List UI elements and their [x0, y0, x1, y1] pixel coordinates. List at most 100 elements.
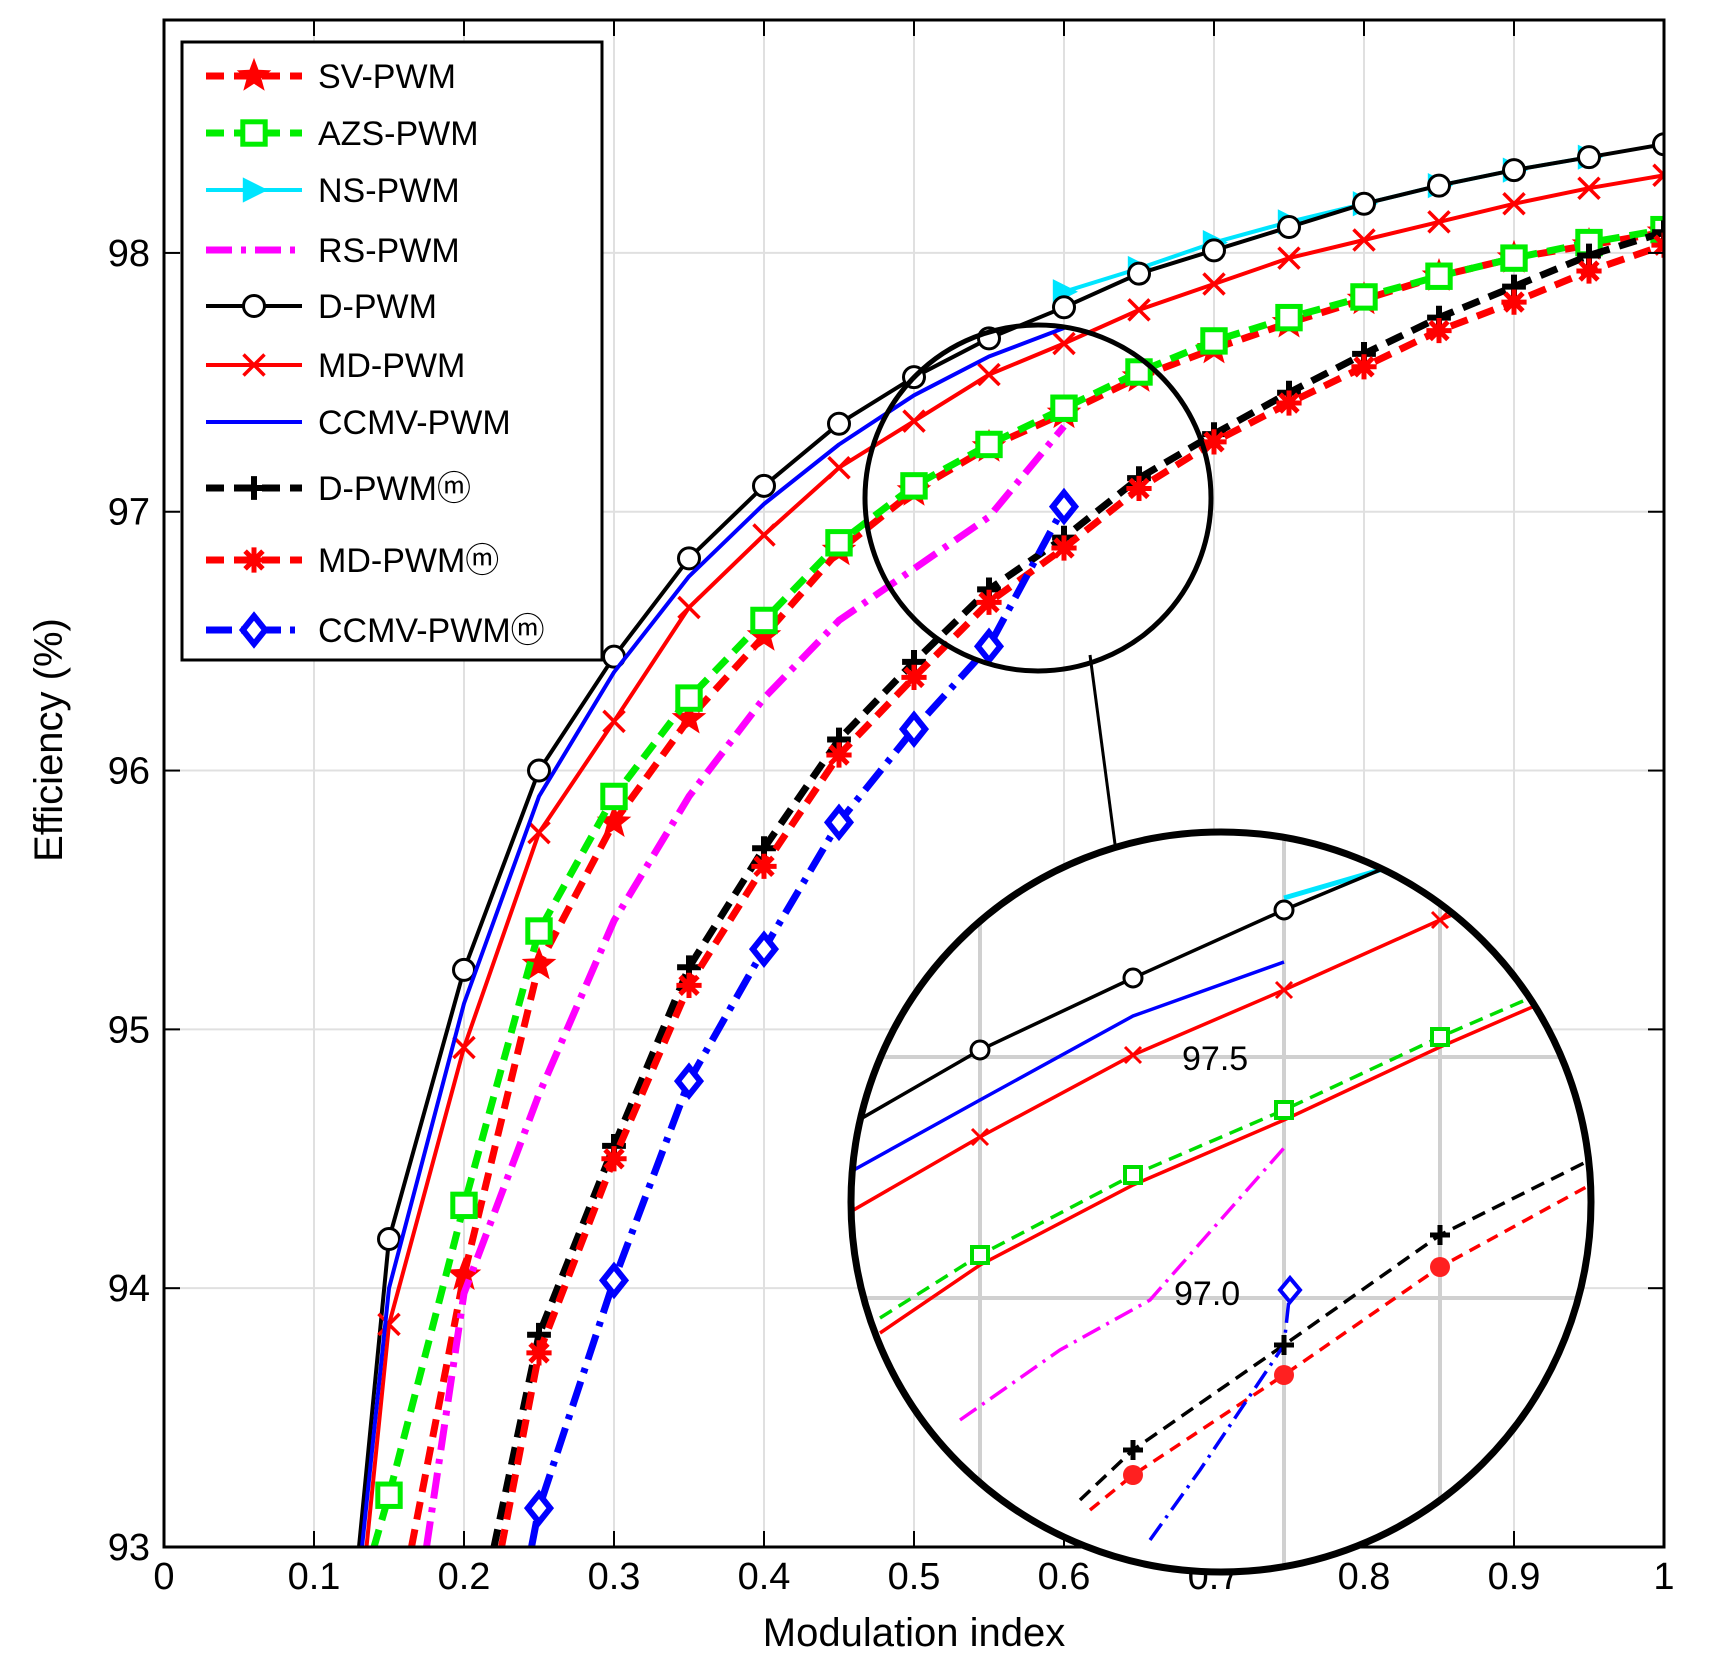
x-tick-label: 0.9 — [1488, 1556, 1541, 1598]
marker-azs-pwm — [1500, 244, 1528, 272]
marker-md-pwm — [676, 972, 702, 998]
marker-azs-pwm — [525, 917, 553, 945]
marker-d-pwm — [1277, 215, 1301, 240]
series-line-rs-pwm — [423, 424, 1067, 1547]
legend-label: RS-PWM — [318, 232, 460, 270]
marker-md-pwm — [1276, 390, 1302, 416]
x-tick-label: 0.4 — [738, 1556, 791, 1598]
legend-label: MD-PWMⓜ — [318, 542, 499, 580]
marker-ccmv-pwm — [748, 930, 780, 968]
legend-item-d-pwm: D-PWM — [206, 288, 437, 326]
legend-label: CCMV-PWMⓜ — [318, 612, 545, 650]
y-tick-label: 96 — [108, 751, 150, 793]
marker-md-pwm — [1351, 354, 1377, 380]
inset-marker-circle — [1273, 899, 1295, 921]
legend-item-ccmv-pwm: CCMV-PWMⓜ — [206, 611, 545, 650]
marker-ccmv-pwm — [598, 1261, 630, 1300]
marker-md-pwm — [1577, 176, 1601, 200]
inset-label-97-5: 97.5 — [1182, 1040, 1248, 1078]
inset-marker-asterisk — [1430, 1257, 1450, 1277]
marker-azs-pwm — [1200, 327, 1228, 355]
marker-md-pwm — [752, 523, 776, 547]
marker-md-pwm — [1051, 535, 1077, 561]
y-tick-label: 97 — [108, 492, 150, 534]
marker-azs-pwm — [675, 684, 703, 712]
inset-markers — [969, 899, 1450, 1485]
legend-label: D-PWM — [318, 288, 437, 326]
legend-label: SV-PWM — [318, 58, 456, 96]
inset-background — [851, 832, 1591, 1572]
marker-azs-pwm — [240, 119, 268, 147]
marker-ns-pwm — [242, 177, 268, 203]
legend-item-md-pwm: MD-PWM — [206, 347, 465, 385]
legend-label: D-PWMⓜ — [318, 470, 471, 508]
marker-md-pwm — [1502, 192, 1526, 216]
series-line-sv-pwm — [408, 228, 1664, 1547]
marker-d-pwm — [1652, 132, 1664, 157]
inset-marker-x — [970, 910, 1450, 1147]
marker-md-pwm — [976, 589, 1002, 615]
legend-item-ns-pwm: NS-PWM — [206, 172, 460, 210]
legend-label: MD-PWM — [318, 347, 465, 385]
marker-azs-pwm — [900, 472, 928, 500]
marker-d-pwm — [1052, 295, 1076, 320]
y-axis-label: Efficiency (%) — [27, 618, 71, 862]
marker-azs-pwm — [450, 1191, 478, 1220]
y-tick-label: 98 — [108, 233, 150, 275]
marker-azs-pwm — [1350, 283, 1378, 311]
marker-sv-pwm — [671, 700, 707, 734]
legend-item-ccmv-pwm: CCMV-PWM — [206, 404, 511, 442]
legend-label: NS-PWM — [318, 172, 460, 210]
marker-azs-pwm — [1275, 303, 1303, 332]
inset-border — [847, 828, 1595, 1576]
marker-azs-pwm — [1125, 358, 1153, 386]
inset-ns-pwm-line — [1283, 867, 1381, 901]
marker-sv-pwm — [596, 804, 632, 837]
marker-ccmv-pwm — [238, 611, 270, 649]
inset-ccmv-pwm-line — [851, 960, 1285, 1174]
marker-azs-pwm — [825, 529, 853, 557]
marker-md-pwm — [1501, 289, 1527, 315]
zoom-source-circle — [862, 322, 1214, 674]
marker-md-pwm — [977, 362, 1001, 387]
inset-marker-square — [1430, 1027, 1450, 1047]
marker-azs-pwm — [1050, 394, 1078, 422]
marker-ccmv-pwm — [1048, 487, 1080, 526]
y-tick-label: 94 — [108, 1268, 150, 1310]
marker-md-pwm — [452, 1035, 476, 1060]
inset-md-pwm-m-line — [1088, 1183, 1591, 1512]
marker-ccmv-pwm — [523, 1489, 555, 1527]
x-tick-label: 0.8 — [1338, 1556, 1391, 1598]
legend-item-sv-pwm: SV-PWM — [206, 57, 456, 96]
marker-md-pwm — [1201, 429, 1227, 455]
marker-md-pwm — [602, 709, 626, 734]
marker-d-pwm — [1127, 261, 1151, 286]
marker-md-pwm — [826, 742, 852, 768]
marker-d-pwm — [752, 473, 776, 498]
inset-label-97-0: 97.0 — [1174, 1275, 1240, 1313]
inset-marker-circle — [1122, 967, 1144, 989]
marker-sv-pwm — [521, 946, 557, 980]
marker-d-pwm — [827, 411, 851, 436]
marker-sv-pwm — [446, 1257, 482, 1290]
x-tick-label: 1 — [1653, 1556, 1674, 1598]
legend-item-md-pwm: MD-PWMⓜ — [206, 542, 499, 580]
series-rs-pwm — [423, 424, 1067, 1547]
inset-grid — [851, 832, 1591, 1572]
inset-sv-pwm-line — [879, 993, 1561, 1335]
marker-md-pwm — [1652, 163, 1664, 188]
x-tick-label: 0.2 — [438, 1556, 491, 1598]
marker-azs-pwm — [750, 606, 778, 635]
x-tick-label: 0.3 — [588, 1556, 641, 1598]
inset-marker-asterisk — [1123, 1465, 1143, 1485]
marker-md-pwm — [241, 547, 267, 573]
marker-d-pwm — [377, 1227, 401, 1252]
marker-d-pwm — [677, 546, 701, 571]
legend-item-d-pwm: D-PWMⓜ — [206, 470, 471, 508]
marker-sv-pwm — [746, 617, 782, 651]
inset-d-pwm-m-line — [1078, 1158, 1591, 1502]
marker-md-pwm — [1277, 246, 1301, 270]
marker-md-pwm — [1052, 331, 1076, 356]
legend-label: AZS-PWM — [318, 115, 479, 153]
